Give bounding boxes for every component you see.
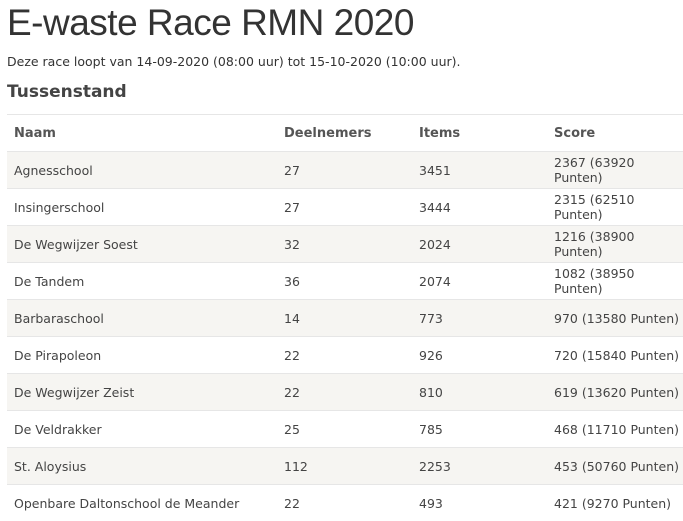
- table-cell: 3451: [412, 152, 547, 189]
- table-cell: St. Aloysius: [7, 448, 277, 485]
- table-cell: 2253: [412, 448, 547, 485]
- table-cell: 22: [277, 374, 412, 411]
- table-cell: 468 (11710 Punten): [547, 411, 683, 448]
- table-cell: 3444: [412, 189, 547, 226]
- table-cell: 112: [277, 448, 412, 485]
- table-cell: Openbare Daltonschool de Meander: [7, 485, 277, 521]
- table-cell: 22: [277, 337, 412, 374]
- table-cell: 2367 (63920 Punten): [547, 152, 683, 189]
- table-cell: 2315 (62510 Punten): [547, 189, 683, 226]
- table-cell: 785: [412, 411, 547, 448]
- column-header: Score: [547, 115, 683, 152]
- table-cell: 453 (50760 Punten): [547, 448, 683, 485]
- table-cell: 27: [277, 152, 412, 189]
- table-cell: 36: [277, 263, 412, 300]
- table-cell: De Wegwijzer Zeist: [7, 374, 277, 411]
- table-cell: 773: [412, 300, 547, 337]
- table-cell: 32: [277, 226, 412, 263]
- table-cell: 421 (9270 Punten): [547, 485, 683, 521]
- table-cell: 810: [412, 374, 547, 411]
- table-cell: 2024: [412, 226, 547, 263]
- table-cell: Insingerschool: [7, 189, 277, 226]
- table-cell: 1082 (38950 Punten): [547, 263, 683, 300]
- table-cell: 970 (13580 Punten): [547, 300, 683, 337]
- section-title: Tussenstand: [7, 82, 127, 102]
- page-title: E-waste Race RMN 2020: [7, 2, 414, 44]
- column-header: Deelnemers: [277, 115, 412, 152]
- table-cell: De Wegwijzer Soest: [7, 226, 277, 263]
- table-cell: Barbaraschool: [7, 300, 277, 337]
- table-cell: 619 (13620 Punten): [547, 374, 683, 411]
- table-cell: 25: [277, 411, 412, 448]
- table-cell: 1216 (38900 Punten): [547, 226, 683, 263]
- table-cell: 926: [412, 337, 547, 374]
- table-cell: Agnesschool: [7, 152, 277, 189]
- table-cell: De Pirapoleon: [7, 337, 277, 374]
- column-header: Items: [412, 115, 547, 152]
- table-cell: De Veldrakker: [7, 411, 277, 448]
- table-cell: 2074: [412, 263, 547, 300]
- table-cell: 720 (15840 Punten): [547, 337, 683, 374]
- table-cell: 27: [277, 189, 412, 226]
- table-cell: 493: [412, 485, 547, 521]
- race-period: Deze race loopt van 14-09-2020 (08:00 uu…: [7, 54, 460, 69]
- table-cell: De Tandem: [7, 263, 277, 300]
- table-cell: 22: [277, 485, 412, 521]
- column-header: Naam: [7, 115, 277, 152]
- table-cell: 14: [277, 300, 412, 337]
